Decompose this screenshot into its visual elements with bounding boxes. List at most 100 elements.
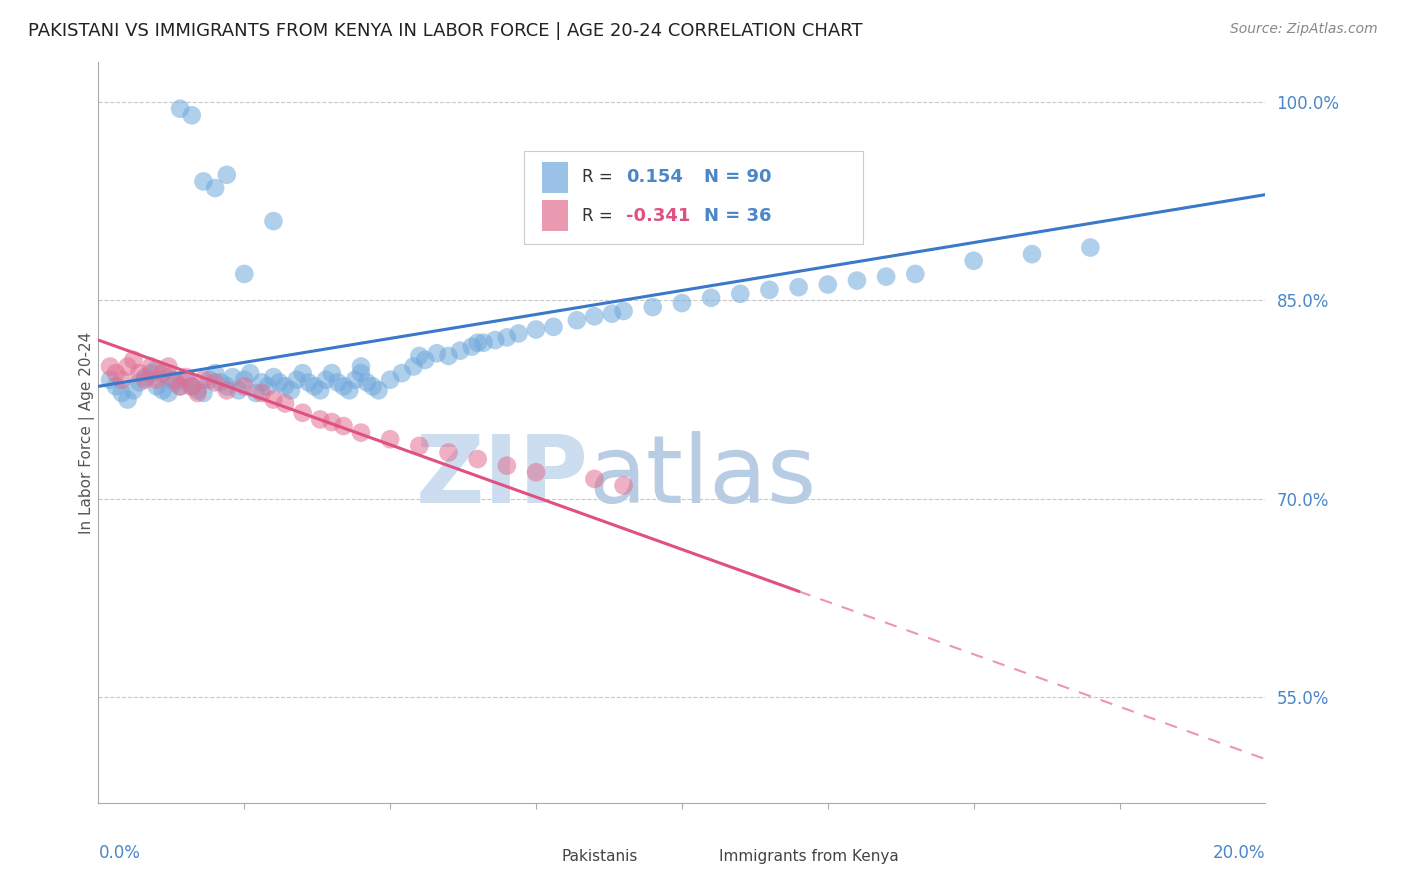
Point (321, 415, 343, 429)
Point (215, 384, 238, 398)
Point (408, 349, 430, 363)
Point (262, 392, 284, 407)
Text: 20.0%: 20.0% (1213, 844, 1265, 862)
Point (391, 366, 413, 380)
Point (204, 376, 226, 390)
Point (285, 373, 308, 387)
Point (350, 366, 373, 380)
Point (187, 386, 209, 401)
Point (326, 376, 349, 390)
Point (524, 322, 547, 336)
Point (315, 373, 337, 387)
Point (496, 330, 519, 344)
Point (256, 379, 278, 393)
Point (846, 274, 869, 288)
Point (484, 333, 506, 347)
Point (180, 379, 202, 393)
Point (111, 373, 134, 387)
Point (198, 373, 221, 387)
Point (98, 373, 121, 387)
Point (193, 373, 215, 387)
Point (174, 373, 197, 387)
Point (274, 396, 297, 410)
Point (350, 359, 373, 374)
Point (157, 386, 180, 401)
Point (169, 102, 191, 116)
Text: -0.341: -0.341 (626, 207, 690, 225)
Point (134, 373, 156, 387)
Point (157, 370, 180, 384)
Point (215, 168, 238, 182)
Point (117, 359, 139, 374)
Point (641, 300, 664, 314)
Point (700, 291, 723, 305)
Point (321, 366, 343, 380)
Point (367, 384, 389, 398)
Point (730, 286, 752, 301)
Point (437, 445, 460, 459)
Point (304, 379, 326, 393)
Point (163, 376, 186, 390)
Text: Pakistanis: Pakistanis (562, 848, 638, 863)
Point (233, 379, 256, 393)
Point (204, 366, 226, 380)
FancyBboxPatch shape (530, 844, 555, 868)
Point (337, 384, 360, 398)
Point (128, 366, 150, 380)
Point (449, 343, 471, 358)
Point (461, 340, 484, 354)
Text: Immigrants from Kenya: Immigrants from Kenya (720, 848, 898, 863)
Point (472, 335, 495, 350)
Point (671, 296, 693, 310)
Point (169, 379, 191, 393)
Point (117, 392, 139, 407)
Text: 0.154: 0.154 (626, 169, 683, 186)
Point (134, 370, 156, 384)
Text: atlas: atlas (589, 431, 817, 523)
Point (612, 304, 634, 318)
Point (262, 214, 284, 228)
Point (344, 373, 367, 387)
Text: R =: R = (582, 169, 617, 186)
Point (233, 373, 256, 387)
Point (187, 384, 209, 398)
Point (104, 366, 127, 380)
Point (904, 267, 927, 281)
FancyBboxPatch shape (524, 152, 863, 244)
Point (309, 384, 332, 398)
Point (291, 406, 314, 420)
Point (262, 370, 284, 384)
Point (1080, 241, 1102, 255)
Point (817, 277, 839, 292)
Point (361, 379, 384, 393)
Point (437, 349, 460, 363)
Point (332, 379, 354, 393)
Point (496, 458, 519, 473)
Point (524, 465, 547, 479)
Point (193, 174, 215, 188)
Point (139, 366, 162, 380)
Text: 0.0%: 0.0% (98, 844, 141, 862)
Point (543, 319, 565, 334)
Point (274, 379, 297, 393)
Point (169, 379, 191, 393)
Point (962, 253, 984, 268)
Point (356, 376, 378, 390)
Point (215, 379, 238, 393)
Point (111, 386, 134, 401)
Point (180, 108, 202, 122)
Text: ZIP: ZIP (416, 431, 589, 523)
Point (565, 313, 588, 327)
Text: N = 36: N = 36 (704, 207, 772, 225)
Point (193, 386, 215, 401)
Point (98, 359, 121, 374)
Point (600, 307, 623, 321)
Point (508, 326, 530, 341)
FancyBboxPatch shape (541, 161, 568, 193)
FancyBboxPatch shape (541, 200, 568, 231)
Point (174, 370, 197, 384)
Text: Source: ZipAtlas.com: Source: ZipAtlas.com (1230, 22, 1378, 37)
Point (280, 384, 302, 398)
Point (426, 346, 449, 360)
Point (146, 373, 169, 387)
